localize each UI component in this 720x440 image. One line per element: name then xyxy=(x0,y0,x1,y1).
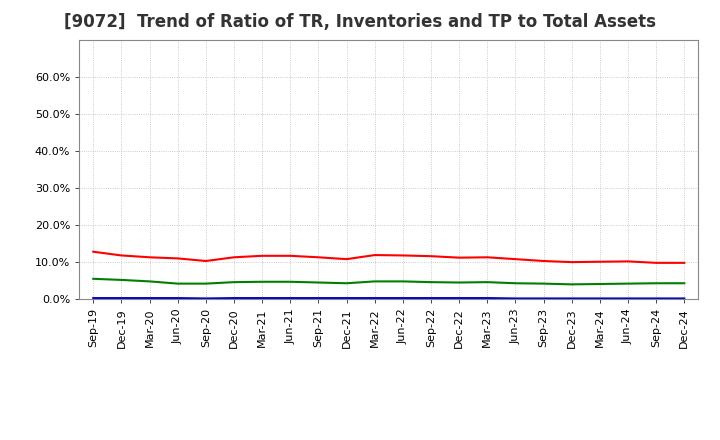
Trade Payables xyxy=(202,281,210,286)
Trade Receivables xyxy=(286,253,294,258)
Trade Receivables xyxy=(680,260,688,265)
Inventories xyxy=(145,295,154,301)
Trade Payables xyxy=(342,281,351,286)
Inventories xyxy=(230,295,238,301)
Trade Payables xyxy=(370,279,379,284)
Inventories xyxy=(539,296,548,301)
Trade Payables xyxy=(483,279,492,285)
Inventories xyxy=(370,295,379,301)
Inventories xyxy=(427,295,436,301)
Trade Receivables xyxy=(230,255,238,260)
Inventories xyxy=(511,296,520,301)
Trade Payables xyxy=(567,282,576,287)
Trade Payables xyxy=(652,281,660,286)
Trade Payables xyxy=(258,279,266,284)
Trade Receivables xyxy=(539,258,548,264)
Trade Receivables xyxy=(483,255,492,260)
Trade Receivables xyxy=(314,255,323,260)
Trade Payables xyxy=(314,280,323,285)
Trade Payables xyxy=(286,279,294,284)
Inventories xyxy=(455,295,464,301)
Trade Payables xyxy=(680,281,688,286)
Trade Payables xyxy=(399,279,408,284)
Trade Receivables xyxy=(455,255,464,260)
Trade Receivables xyxy=(258,253,266,258)
Trade Receivables xyxy=(595,259,604,264)
Line: Trade Receivables: Trade Receivables xyxy=(94,252,684,263)
Trade Receivables xyxy=(202,258,210,264)
Inventories xyxy=(89,295,98,301)
Trade Payables xyxy=(539,281,548,286)
Trade Receivables xyxy=(399,253,408,258)
Inventories xyxy=(595,296,604,301)
Trade Payables xyxy=(230,279,238,285)
Inventories xyxy=(399,295,408,301)
Trade Receivables xyxy=(89,249,98,254)
Trade Payables xyxy=(595,281,604,286)
Trade Receivables xyxy=(174,256,182,261)
Inventories xyxy=(286,295,294,301)
Inventories xyxy=(314,295,323,301)
Trade Receivables xyxy=(511,257,520,262)
Trade Receivables xyxy=(117,253,126,258)
Trade Receivables xyxy=(567,260,576,265)
Inventories xyxy=(174,295,182,301)
Inventories xyxy=(342,295,351,301)
Inventories xyxy=(117,295,126,301)
Inventories xyxy=(624,296,632,301)
Inventories xyxy=(202,296,210,301)
Trade Payables xyxy=(624,281,632,286)
Trade Receivables xyxy=(145,255,154,260)
Text: [9072]  Trend of Ratio of TR, Inventories and TP to Total Assets: [9072] Trend of Ratio of TR, Inventories… xyxy=(64,13,656,31)
Trade Receivables xyxy=(427,253,436,259)
Trade Payables xyxy=(89,276,98,282)
Inventories xyxy=(567,296,576,301)
Trade Payables xyxy=(455,280,464,285)
Inventories xyxy=(258,295,266,301)
Inventories xyxy=(652,296,660,301)
Trade Payables xyxy=(427,279,436,285)
Trade Payables xyxy=(117,277,126,282)
Trade Payables xyxy=(145,279,154,284)
Inventories xyxy=(483,295,492,301)
Line: Trade Payables: Trade Payables xyxy=(94,279,684,284)
Trade Receivables xyxy=(652,260,660,265)
Trade Receivables xyxy=(624,259,632,264)
Inventories xyxy=(680,296,688,301)
Trade Receivables xyxy=(342,257,351,262)
Trade Receivables xyxy=(370,253,379,258)
Trade Payables xyxy=(511,281,520,286)
Trade Payables xyxy=(174,281,182,286)
